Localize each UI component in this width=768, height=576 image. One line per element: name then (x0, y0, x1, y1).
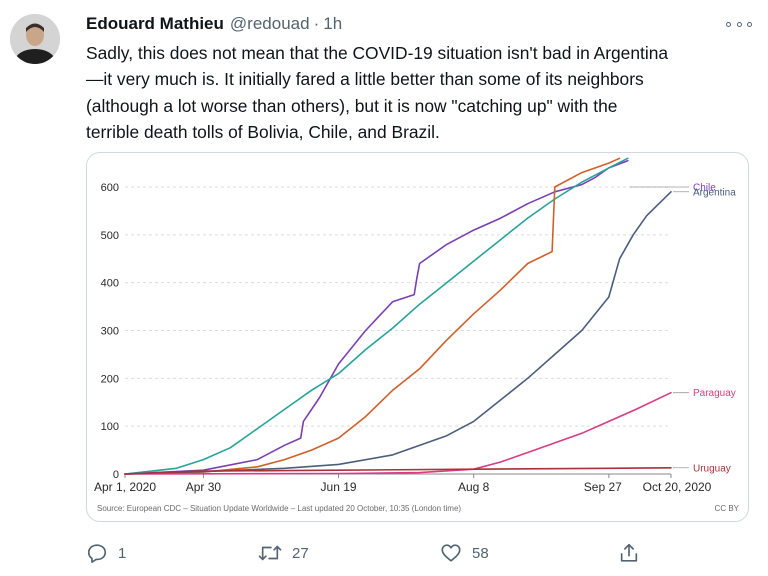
y-tick-label: 0 (113, 469, 119, 481)
x-tick-label: Apr 30 (186, 480, 222, 494)
chart-license: CC BY (715, 504, 740, 513)
like-icon (441, 544, 461, 562)
series-line-unlabeled (124, 157, 621, 475)
display-name[interactable]: Edouard Mathieu (86, 14, 224, 33)
tweet-header: Edouard Mathieu @redouad · 1h (86, 14, 342, 34)
series-line-chile (124, 159, 629, 475)
chart-source: Source: European CDC – Situation Update … (97, 504, 461, 513)
x-tick-label: Aug 8 (458, 480, 490, 494)
more-icon[interactable] (726, 16, 752, 32)
chart-card[interactable]: 0 100 200 300 400 500 600 Apr 1, 2020 Apr 30 Jun … (86, 152, 749, 522)
chart: 0 100 200 300 400 500 600 Apr 1, 2020 Apr 30 Jun … (94, 157, 740, 513)
y-tick-label: 300 (101, 326, 119, 338)
retweet-icon (258, 545, 282, 561)
series-label-uruguay: Uruguay (693, 463, 731, 474)
timestamp[interactable]: 1h (323, 14, 343, 33)
like-button[interactable]: 58 (440, 538, 489, 568)
series-label-chile: Chile (693, 183, 716, 194)
series-label-argentina: Argentina (693, 187, 736, 198)
avatar[interactable] (10, 14, 60, 64)
retweet-button[interactable]: 27 (258, 538, 309, 568)
y-tick-label: 600 (101, 182, 119, 194)
separator-dot: · (313, 14, 320, 33)
series-label-paraguay: Paraguay (693, 388, 736, 399)
handle[interactable]: @redouad (229, 14, 310, 33)
tweet-text: Sadly, this does not mean that the COVID… (86, 40, 756, 146)
series-line-paraguay (124, 391, 672, 475)
tweet-text-line: —it very much is. It initially fared a l… (86, 69, 644, 90)
series-lines (124, 157, 672, 475)
y-tick-label: 400 (101, 278, 119, 290)
axes: 0 100 200 300 400 500 600 Apr 1, 2020 Apr 30 Jun … (94, 182, 712, 494)
x-tick-label: Jun 19 (321, 480, 357, 494)
y-tick-label: 500 (101, 230, 119, 242)
x-tick-label: Apr 1, 2020 (94, 480, 156, 494)
tweet-text-line: (although a lot worse than others), but … (86, 95, 618, 116)
reply-icon (87, 544, 107, 563)
more-dot (736, 21, 742, 27)
profile-photo (10, 14, 60, 64)
reply-count: 1 (118, 544, 127, 562)
tweet-text-line: Sadly, this does not mean that the COVID… (86, 43, 669, 63)
x-tick-label: Sep 27 (584, 480, 622, 494)
reply-button[interactable]: 1 (86, 538, 126, 568)
series-line-argentina (124, 190, 672, 475)
tweet-text-line: terrible death tolls of Bolivia, Chile, … (86, 122, 440, 143)
share-button[interactable] (618, 538, 640, 568)
series-line-uruguay (124, 466, 672, 475)
retweet-count: 27 (292, 544, 309, 562)
like-count: 58 (472, 544, 489, 562)
share-icon (620, 543, 638, 562)
y-tick-label: 200 (101, 373, 119, 385)
action-bar: 1 27 58 (0, 538, 768, 568)
more-dot (726, 21, 731, 27)
more-dot (747, 21, 752, 27)
x-tick-label: Oct 20, 2020 (643, 480, 712, 494)
y-tick-label: 100 (101, 421, 119, 433)
